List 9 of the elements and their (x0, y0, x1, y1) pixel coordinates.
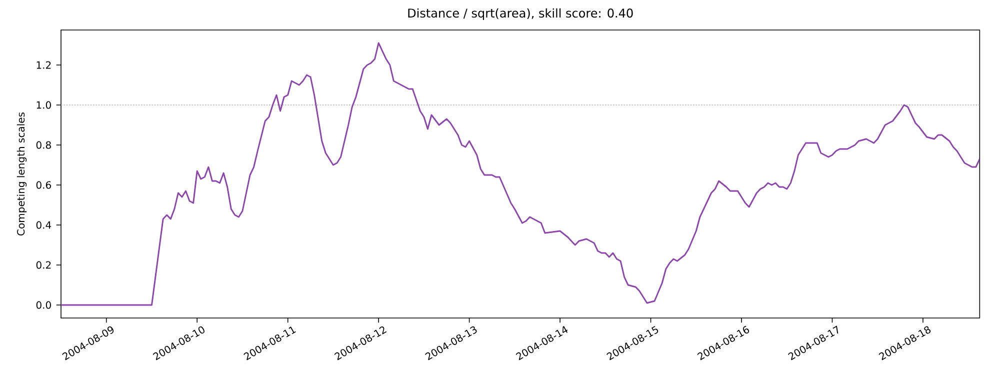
y-tick-label: 0.2 (36, 261, 51, 269)
y-tick-label: 0.4 (36, 221, 52, 229)
y-tick-label: 0.8 (36, 141, 51, 149)
y-tick-label: 1.2 (36, 61, 51, 69)
y-axis-title: Competing length scales (16, 112, 27, 236)
chart-title: Distance / sqrt(area), skill score: 0.40 (408, 8, 633, 20)
y-tick-label: 0.6 (36, 181, 51, 189)
y-tick-label: 0.0 (36, 301, 51, 309)
y-tick-label: 1.0 (36, 101, 51, 109)
